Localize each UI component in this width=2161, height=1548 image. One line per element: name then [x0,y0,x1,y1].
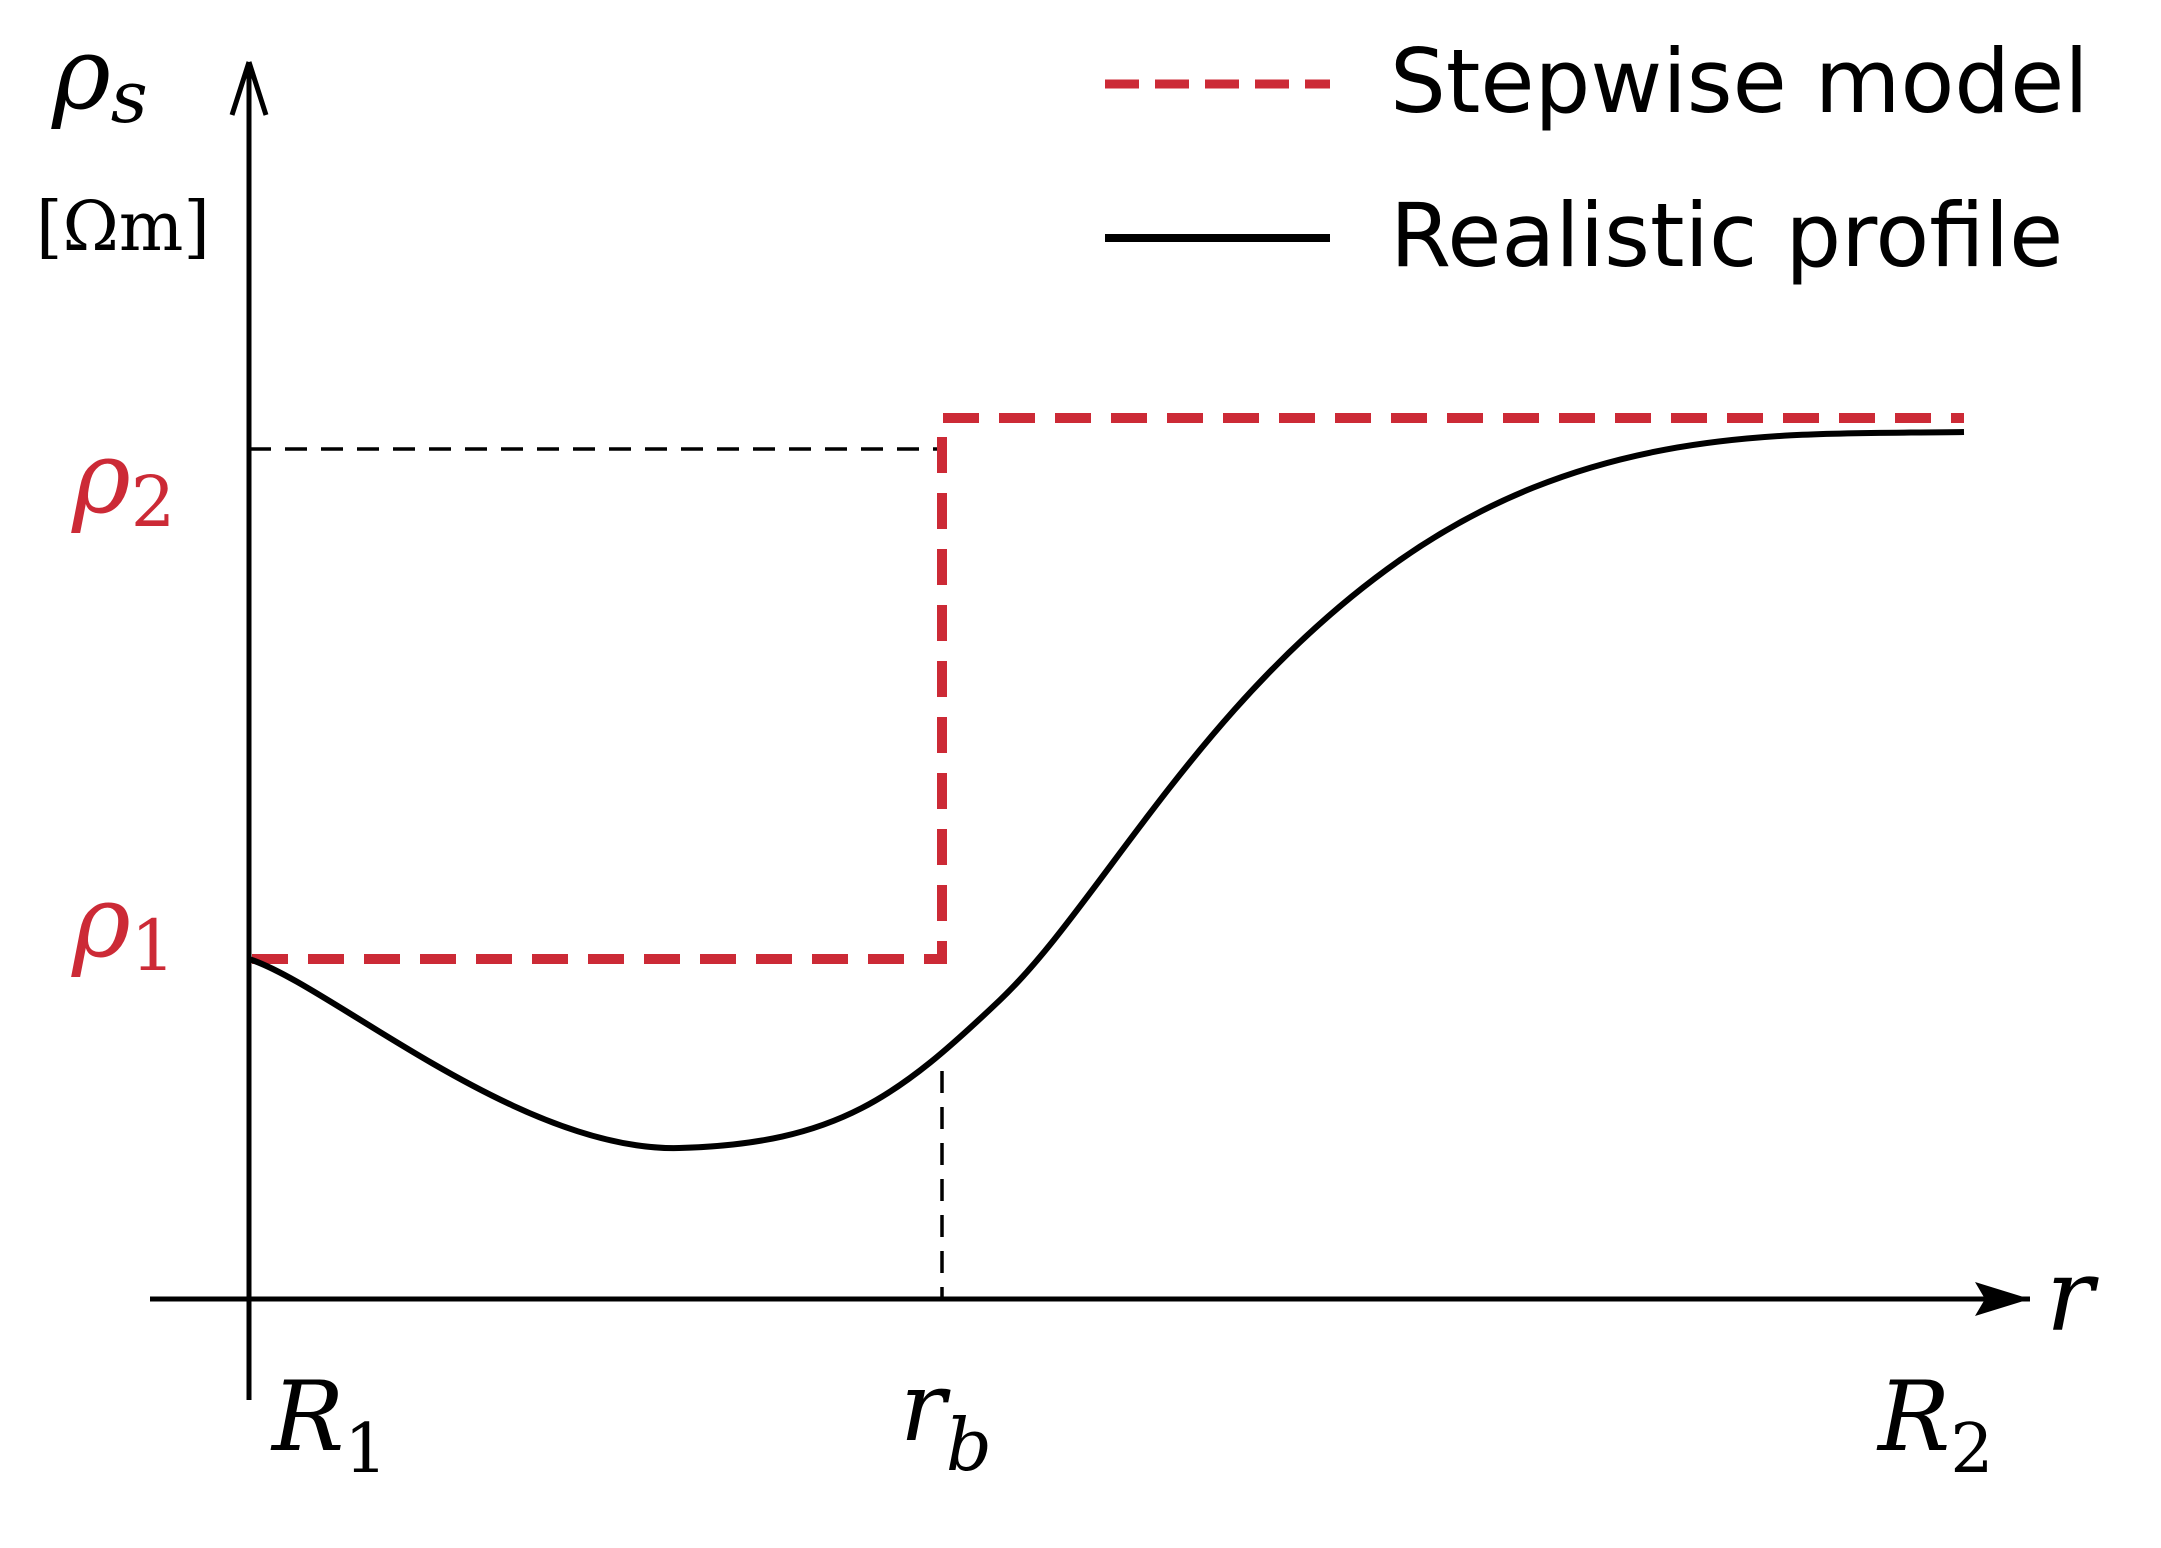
r2-label: R2 [1876,1361,1994,1489]
x-axis-label: r [2046,1237,2099,1354]
r1-label: R1 [270,1361,388,1489]
y-axis-subscript: s [111,55,148,139]
y-axis-arrow [229,61,269,116]
y-axis-label: ρs [51,15,148,139]
legend-label-realistic: Realistic profile [1390,184,2063,287]
rb-subscript: b [946,1403,992,1487]
r2-subscript: 2 [1950,1410,1993,1489]
rb-symbol: r [900,1351,951,1463]
rho2-symbol: ρ [71,419,131,536]
rb-label: rb [900,1351,992,1487]
realistic-profile [248,429,1965,1152]
rho1-symbol: ρ [71,863,131,980]
r2-symbol: R [1876,1361,1950,1473]
r1-symbol: R [270,1361,344,1473]
rho1-label: ρ1 [71,863,175,987]
x-axis-arrow [1975,1282,2030,1316]
y-axis-symbol: ρ [51,15,111,132]
rho2-subscript: 2 [131,461,176,543]
rho2-label: ρ2 [71,419,175,543]
rho1-subscript: 1 [131,905,176,987]
r1-subscript: 1 [344,1410,387,1489]
y-axis-unit: [Ωm] [36,188,210,267]
legend-label-stepwise: Stepwise model [1390,30,2089,133]
stepwise-model [252,413,1964,964]
